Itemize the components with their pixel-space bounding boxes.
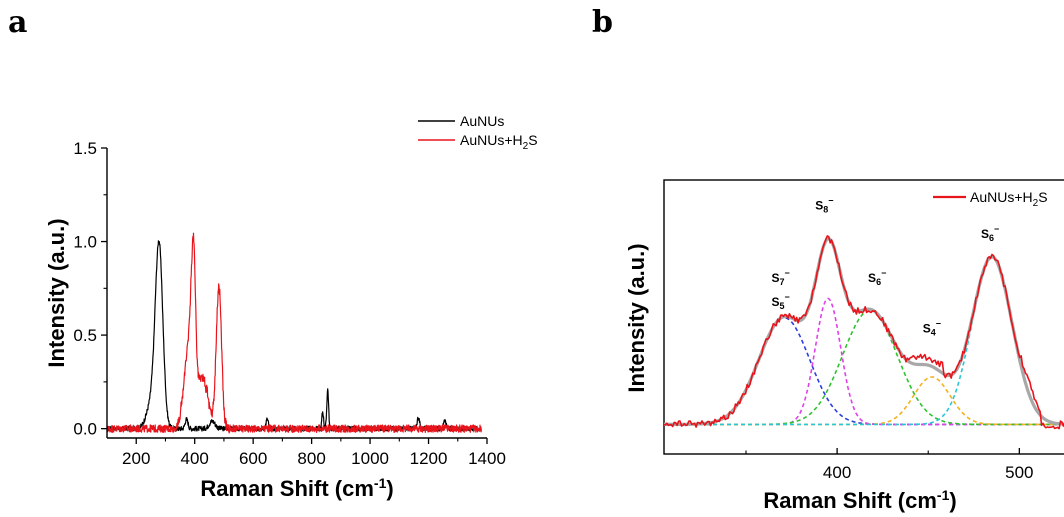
legend-b-end: S [1038,189,1047,205]
chart-b-component-1 [664,297,1064,426]
chart-a-series [107,232,482,434]
chart-a-y-tick-label: 0.5 [73,326,97,345]
chart-b-xlabel-sup: -1 [937,487,950,503]
chart-b: 400 500 S7− S5− S8− S6− S4− S6− Raman Shift (c… [624,179,1064,513]
chart-b-peak-label: S7− [771,268,789,287]
chart-b-peak-label: S6− [981,224,999,243]
chart-b-component-0 [664,316,1064,426]
legend-a-h2s-end: S [528,132,537,148]
chart-a-x-tick-label: 600 [239,449,267,468]
chart-a-xlabel-main: Raman Shift (cm [200,476,374,501]
chart-b-fit-line [664,237,1064,426]
chart-a-y-tick-label: 0.0 [73,420,97,439]
legend-a-h2s-main: AuNUs+H [460,132,523,148]
chart-a-y-axis-title: Intensity (a.u.) [44,218,69,367]
chart-a-legend: AuNUs AuNUs+H2S [418,113,538,152]
chart-b-peak-label: S8− [815,196,833,215]
legend-a-h2s-sub: 2 [523,141,529,152]
chart-b-xlabel-end: ) [949,488,956,513]
chart-a-series-line-1 [107,232,482,434]
chart-a-xlabel-end: ) [386,476,393,501]
chart-b-component-2 [664,309,1064,426]
chart-b-data-line [664,235,1064,430]
chart-b-peak-labels: S7− S5− S8− S6− S4− S6− [771,196,999,338]
panel-letter-b: b [592,5,613,40]
chart-b-fit-envelope [664,237,1064,426]
chart-a-x-tick-label: 800 [297,449,325,468]
chart-a-x-tick-label: 400 [181,449,209,468]
chart-a-x-ticks: 200 400 600 800 1000 1200 1400 [122,438,506,468]
chart-b-peak-label: S5− [771,292,789,311]
chart-b-x-ticks: 400 500 [745,448,1034,482]
chart-b-legend: AuNUs+H2S [933,189,1048,209]
chart-b-x-tick-label: 500 [1005,463,1033,482]
chart-b-peak-label: S4− [923,319,941,338]
chart-b-frame [663,179,1064,455]
chart-a-x-tick-label: 1200 [410,449,448,468]
chart-b-series [664,235,1064,430]
legend-label-aunus: AuNUs [460,113,504,129]
legend-b-label: AuNUs+H2S [970,189,1048,209]
chart-a-y-ticks: 0.0 0.5 1.0 1.5 [73,139,107,439]
legend-label-aunus-h2s: AuNUs+H2S [460,132,538,152]
chart-a-x-tick-label: 1000 [351,449,389,468]
chart-b-xlabel-main: Raman Shift (cm [763,488,937,513]
chart-a-series-line-0 [107,240,482,432]
chart-b-x-tick-label: 400 [823,463,851,482]
chart-a-x-axis-title: Raman Shift (cm-1) [200,475,393,501]
chart-a-y-tick-label: 1.0 [73,233,97,252]
chart-a: 200 400 600 800 1000 1200 1400 0.0 0.5 1.0 1.5 Ra… [44,113,538,501]
chart-b-peak-label: S6− [868,268,886,287]
panel-letter-a: a [8,5,27,40]
chart-b-y-axis-title: Intensity (a.u.) [624,243,649,392]
chart-b-x-axis-title: Raman Shift (cm-1) [763,487,956,513]
chart-a-xlabel-sup: -1 [374,475,387,491]
chart-a-x-tick-label: 1400 [468,449,506,468]
legend-b-sub: 2 [1033,198,1039,209]
chart-a-x-tick-label: 200 [122,449,150,468]
chart-b-component-4 [664,256,1064,426]
chart-a-y-tick-label: 1.5 [73,139,97,158]
legend-b-main: AuNUs+H [970,189,1033,205]
